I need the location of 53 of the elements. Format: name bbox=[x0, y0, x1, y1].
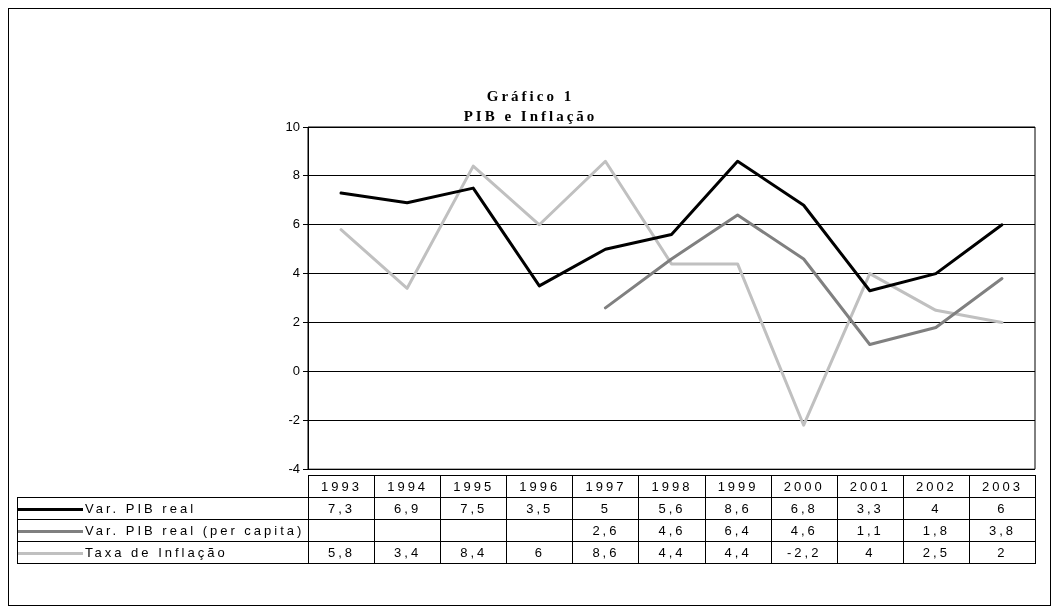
y-tick-label: 6 bbox=[292, 216, 300, 232]
data-label: 2,5 bbox=[903, 541, 970, 563]
legend-label: Var. PIB real (per capita) bbox=[17, 519, 309, 541]
data-label: 5,6 bbox=[638, 497, 706, 519]
x-tick-label: 1998 bbox=[638, 475, 706, 497]
y-tick-label: 4 bbox=[292, 265, 300, 281]
data-label: 8,6 bbox=[705, 497, 772, 519]
data-label: 8,6 bbox=[572, 541, 639, 563]
x-tick-label: 2002 bbox=[903, 475, 970, 497]
y-tick-label: -4 bbox=[288, 460, 300, 476]
data-label: 1,1 bbox=[837, 519, 904, 541]
data-label: 3,5 bbox=[506, 497, 573, 519]
data-label: 4,6 bbox=[638, 519, 706, 541]
legend-label: Taxa de Inflação bbox=[17, 541, 309, 563]
x-tick-label: 1999 bbox=[705, 475, 772, 497]
x-tick-label: 2000 bbox=[771, 475, 838, 497]
data-label: -2,2 bbox=[771, 541, 838, 563]
data-label: 4,4 bbox=[705, 541, 772, 563]
chart-title: Gráfico 1 bbox=[485, 87, 576, 106]
y-tick-label: 0 bbox=[292, 363, 300, 379]
data-label: 3,8 bbox=[969, 519, 1036, 541]
x-tick-label: 1996 bbox=[506, 475, 573, 497]
chart-subtitle: PIB e Inflação bbox=[463, 108, 598, 124]
x-tick-label: 2001 bbox=[837, 475, 904, 497]
data-label: 1,8 bbox=[903, 519, 970, 541]
y-tick-label: 2 bbox=[292, 314, 300, 330]
y-tick-label: 8 bbox=[292, 167, 300, 183]
data-label: 6,4 bbox=[705, 519, 772, 541]
data-label: 6 bbox=[969, 497, 1036, 519]
data-label: 5,8 bbox=[308, 541, 375, 563]
data-label: 3,3 bbox=[837, 497, 904, 519]
data-label: 4,4 bbox=[638, 541, 706, 563]
x-tick-label: 1993 bbox=[308, 475, 375, 497]
legend-label: Var. PIB real bbox=[17, 497, 309, 519]
data-label: 2 bbox=[969, 541, 1036, 563]
data-label: 2,6 bbox=[572, 519, 639, 541]
data-label: 6 bbox=[506, 541, 573, 563]
x-tick-label: 2003 bbox=[969, 475, 1036, 497]
data-label: 8,4 bbox=[440, 541, 507, 563]
data-label: 4,6 bbox=[771, 519, 838, 541]
data-label: 4 bbox=[903, 497, 970, 519]
data-label: 3,4 bbox=[374, 541, 441, 563]
y-tick-label: 10 bbox=[285, 118, 300, 134]
data-label: 6,8 bbox=[771, 497, 838, 519]
data-label: 6,9 bbox=[374, 497, 441, 519]
data-label: 5 bbox=[572, 497, 639, 519]
x-tick-label: 1994 bbox=[374, 475, 441, 497]
data-label: 7,3 bbox=[308, 497, 375, 519]
x-tick-label: 1995 bbox=[440, 475, 507, 497]
x-tick-label: 1997 bbox=[572, 475, 639, 497]
data-label: 7,5 bbox=[440, 497, 507, 519]
data-label: 4 bbox=[837, 541, 904, 563]
y-tick-label: -2 bbox=[288, 411, 300, 427]
